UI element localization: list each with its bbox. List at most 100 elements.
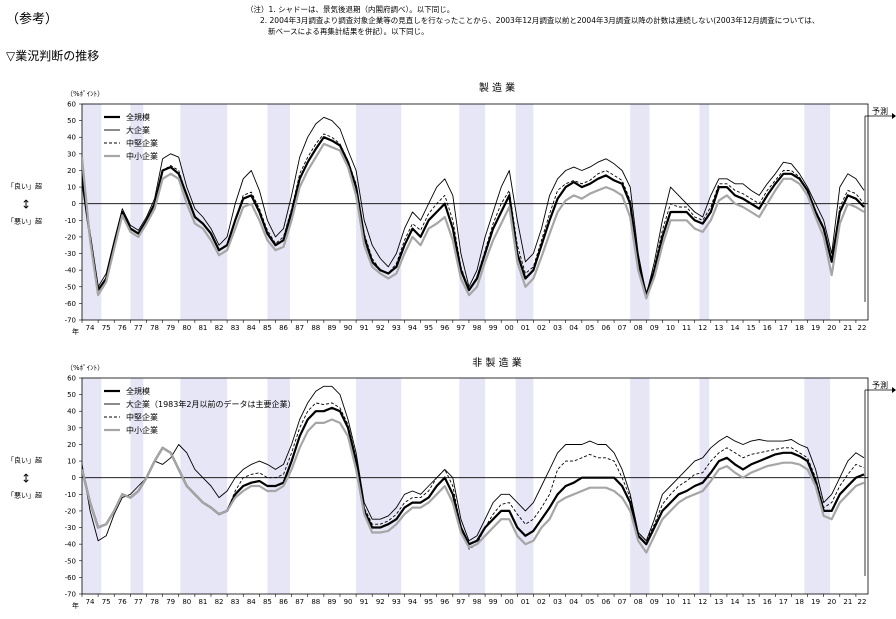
y-tick-label: 50 bbox=[67, 391, 76, 399]
y-tick-label: -20 bbox=[65, 507, 76, 515]
x-tick-label: 06 bbox=[602, 324, 611, 332]
x-tick-label: 00 bbox=[505, 598, 514, 606]
x-tick-label: 21 bbox=[843, 324, 852, 332]
x-tick-label: 02 bbox=[537, 324, 546, 332]
x-tick-label: 07 bbox=[618, 598, 627, 606]
legend-label-3: 中堅企業 bbox=[126, 138, 158, 148]
x-tick-label: 08 bbox=[634, 598, 643, 606]
x-tick-label: 75 bbox=[102, 324, 111, 332]
x-tick-label: 96 bbox=[440, 324, 449, 332]
y-tick-label: 20 bbox=[67, 167, 76, 175]
x-tick-label: 78 bbox=[150, 598, 159, 606]
x-tick-label: 15 bbox=[747, 324, 756, 332]
x-tick-label: 10 bbox=[666, 324, 675, 332]
chart-title: 製 造 業 bbox=[479, 81, 515, 94]
y-tick-label: 0 bbox=[72, 200, 76, 208]
x-tick-label: 86 bbox=[279, 598, 288, 606]
y-tick-label: -10 bbox=[65, 491, 76, 499]
y-tick-label: 40 bbox=[67, 408, 76, 416]
y-tick-label: 20 bbox=[67, 441, 76, 449]
side-label-good: 「良い」超 bbox=[7, 456, 42, 465]
forecast-label: 予測 bbox=[872, 380, 888, 390]
y-tick-label: 60 bbox=[67, 375, 76, 383]
recession-shade-7 bbox=[515, 104, 534, 320]
x-tick-label: 76 bbox=[118, 324, 127, 332]
y-tick-label: 10 bbox=[67, 184, 76, 192]
y-axis-unit: （%ﾎﾟｲﾝﾄ） bbox=[66, 90, 104, 98]
x-tick-label: 94 bbox=[408, 598, 417, 606]
x-tick-label: 74 bbox=[86, 324, 95, 332]
x-tick-label: 85 bbox=[263, 324, 272, 332]
x-axis-label: 年 bbox=[72, 601, 79, 610]
x-tick-label: 17 bbox=[779, 324, 788, 332]
series-group bbox=[82, 385, 865, 554]
x-tick-label: 10 bbox=[666, 598, 675, 606]
x-tick-label: 90 bbox=[344, 598, 353, 606]
forecast-arrowhead bbox=[892, 113, 896, 119]
notes: （注）1. シャドーは、景気後退期（内閣府調べ）。以下同じ。 2. 2004年3月… bbox=[246, 4, 819, 37]
x-tick-label: 87 bbox=[295, 324, 304, 332]
series-line-2 bbox=[82, 385, 865, 542]
x-tick-label: 01 bbox=[521, 598, 530, 606]
x-tick-label: 22 bbox=[857, 324, 866, 332]
x-tick-label: 97 bbox=[456, 598, 465, 606]
x-tick-label: 98 bbox=[473, 598, 482, 606]
x-tick-label: 86 bbox=[279, 324, 288, 332]
x-tick-label: 01 bbox=[521, 324, 530, 332]
side-label-good: 「良い」超 bbox=[7, 182, 42, 191]
x-tick-label: 82 bbox=[215, 324, 224, 332]
x-tick-label: 20 bbox=[827, 598, 836, 606]
x-tick-label: 14 bbox=[731, 598, 740, 606]
forecast-arrowhead bbox=[892, 387, 896, 393]
x-tick-label: 96 bbox=[440, 598, 449, 606]
y-tick-label: -40 bbox=[65, 541, 76, 549]
x-tick-label: 99 bbox=[489, 324, 498, 332]
x-tick-label: 11 bbox=[682, 324, 691, 332]
x-tick-label: 85 bbox=[263, 598, 272, 606]
x-tick-label: 82 bbox=[215, 598, 224, 606]
x-tick-label: 80 bbox=[182, 324, 191, 332]
legend-label-1: 全規模 bbox=[126, 386, 150, 396]
x-tick-label: 19 bbox=[811, 598, 820, 606]
x-tick-label: 94 bbox=[408, 324, 417, 332]
series-line-3 bbox=[82, 133, 865, 296]
x-tick-label: 12 bbox=[698, 324, 707, 332]
reference-title: （参考） bbox=[6, 12, 59, 27]
x-tick-label: 11 bbox=[682, 598, 691, 606]
x-tick-label: 80 bbox=[182, 598, 191, 606]
x-tick-label: 18 bbox=[795, 598, 804, 606]
x-tick-label: 91 bbox=[360, 324, 369, 332]
x-tick-label: 99 bbox=[489, 598, 498, 606]
x-tick-label: 83 bbox=[231, 324, 240, 332]
x-tick-label: 00 bbox=[505, 324, 514, 332]
x-tick-label: 77 bbox=[134, 324, 143, 332]
x-tick-label: 87 bbox=[295, 598, 304, 606]
recession-shade-5 bbox=[356, 378, 402, 594]
y-tick-label: -50 bbox=[65, 557, 76, 565]
recession-shade-1 bbox=[82, 104, 102, 320]
recession-shade-7 bbox=[515, 378, 534, 594]
y-tick-label: -60 bbox=[65, 574, 76, 582]
x-tick-label: 04 bbox=[569, 598, 578, 606]
x-tick-label: 79 bbox=[166, 324, 175, 332]
x-tick-label: 21 bbox=[843, 598, 852, 606]
x-tick-label: 93 bbox=[392, 324, 401, 332]
x-tick-label: 12 bbox=[698, 598, 707, 606]
x-tick-label: 89 bbox=[327, 598, 336, 606]
x-tick-label: 78 bbox=[150, 324, 159, 332]
y-tick-label: -10 bbox=[65, 217, 76, 225]
x-tick-label: 97 bbox=[456, 324, 465, 332]
x-tick-label: 02 bbox=[537, 598, 546, 606]
recession-shade-2 bbox=[130, 104, 144, 320]
note-1: （注）1. シャドーは、景気後退期（内閣府調べ）。以下同じ。 bbox=[246, 5, 455, 14]
x-tick-label: 16 bbox=[763, 598, 772, 606]
plot-frame bbox=[81, 103, 869, 321]
x-tick-label: 15 bbox=[747, 598, 756, 606]
legend-label-2: 大企業 bbox=[126, 125, 150, 135]
side-label-bad: 「悪い」超 bbox=[7, 217, 42, 226]
x-tick-label: 88 bbox=[311, 324, 320, 332]
x-tick-label: 19 bbox=[811, 324, 820, 332]
recession-shade-4 bbox=[267, 104, 290, 320]
y-tick-label: 50 bbox=[67, 117, 76, 125]
